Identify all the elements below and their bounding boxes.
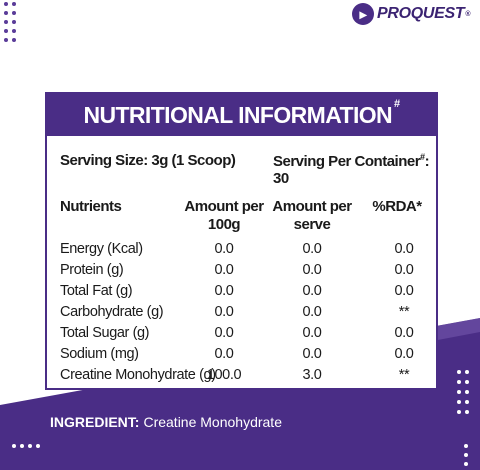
nutrient-name: Carbohydrate (g) — [60, 304, 164, 320]
dots-right — [457, 370, 469, 414]
ingredient-line: INGREDIENT: Creatine Monohydrate — [50, 414, 282, 430]
nutrient-value: 0.0 — [214, 325, 234, 341]
spc-label: Serving Per Container — [273, 153, 421, 170]
title-mark: # — [394, 98, 400, 110]
nutrient-name: Total Sugar (g) — [60, 325, 150, 341]
spc-mark: # — [420, 152, 425, 162]
column-header: Amount per serve — [272, 198, 352, 233]
spc-value: : 30 — [273, 153, 430, 187]
servings-per-container: Serving Per Container#: 30 — [273, 152, 436, 187]
nutrient-value: 3.0 — [302, 367, 322, 383]
ingredient-label: INGREDIENT: — [50, 414, 140, 430]
ingredient-text: Creatine Monohydrate — [143, 414, 282, 430]
serving-size: Serving Size: 3g (1 Scoop) — [60, 152, 236, 169]
nutrient-value: 0.0 — [394, 241, 414, 257]
nutrient-value: 0.0 — [214, 304, 234, 320]
column-header: Nutrients — [60, 198, 122, 215]
nutrient-name: Creatine Monohydrate (g) — [60, 367, 216, 383]
nutrient-value: 0.0 — [394, 325, 414, 341]
nutrient-value: 0.0 — [302, 283, 322, 299]
nutrient-name: Total Fat (g) — [60, 283, 133, 299]
nutrient-value: 0.0 — [302, 262, 322, 278]
brand: ▸ PROQUEST ® — [352, 2, 471, 26]
nutrient-name: Energy (Kcal) — [60, 241, 143, 257]
nutrition-panel: NUTRITIONAL INFORMATION # Serving Size: 3… — [45, 92, 438, 390]
nutrient-value: 0.0 — [302, 241, 322, 257]
panel-header: NUTRITIONAL INFORMATION # — [47, 94, 436, 136]
panel-title: NUTRITIONAL INFORMATION — [83, 101, 393, 128]
nutrient-value: 0.0 — [302, 325, 322, 341]
nutrient-name: Protein (g) — [60, 262, 124, 278]
nutrient-value: 0.0 — [394, 346, 414, 362]
column-header: %RDA* — [372, 198, 422, 215]
nutrient-name: Sodium (mg) — [60, 346, 139, 362]
brand-logo: ▸ — [352, 3, 374, 25]
nutrient-value: 100.0 — [206, 367, 242, 383]
nutrient-value: 0.0 — [214, 346, 234, 362]
dots-bottom — [12, 444, 468, 466]
nutrient-value: 0.0 — [214, 241, 234, 257]
nutrient-value: 0.0 — [394, 262, 414, 278]
nutrient-value: 0.0 — [214, 283, 234, 299]
nutrient-value: 0.0 — [302, 346, 322, 362]
nutrient-value: 0.0 — [394, 283, 414, 299]
dots-top-left — [4, 2, 16, 42]
brand-mark: ® — [465, 10, 471, 18]
nutrient-value: ** — [398, 367, 410, 383]
nutrient-value: 0.0 — [214, 262, 234, 278]
brand-name: PROQUEST — [377, 5, 465, 22]
nutrient-value: ** — [398, 304, 410, 320]
nutrient-value: 0.0 — [302, 304, 322, 320]
column-header: Amount per 100g — [184, 198, 264, 233]
